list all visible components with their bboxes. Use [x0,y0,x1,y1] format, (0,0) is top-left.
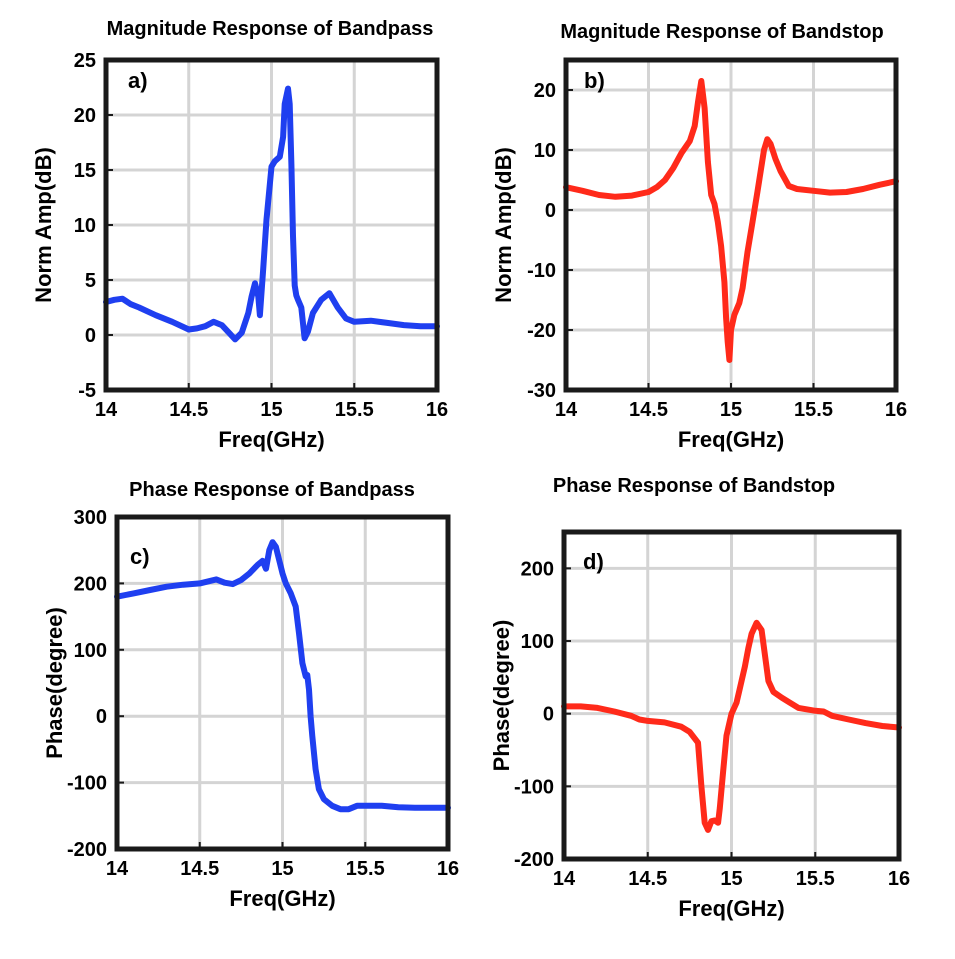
x-tick-label: 16 [437,858,459,880]
x-tick-label: 15 [720,399,742,421]
y-tick-label: 0 [96,706,107,728]
x-tick-label: 14 [553,868,576,890]
chart-title: Phase Response of Bandpass [129,479,415,501]
y-tick-label: 300 [74,507,107,529]
y-tick-label: -200 [514,849,554,871]
y-tick-label: -100 [67,773,107,795]
x-tick-label: 14 [106,858,129,880]
chart-panel-b: 14 14.5 15 15.5 16 -30 -20 -10 0 10 20 Freq(GHz) Nor… [491,21,907,452]
x-axis-label: Freq(GHz) [218,427,324,452]
x-tick-label: 16 [888,868,910,890]
x-tick-label: 16 [885,399,907,421]
y-tick-label: 0 [545,200,556,222]
y-tick-label: 100 [74,640,107,662]
y-tick-label: 10 [534,140,556,162]
panel-label: b) [584,68,605,93]
y-tick-label: 10 [74,215,96,237]
chart-title: Magnitude Response of Bandpass [107,18,434,40]
panel-label: c) [130,544,150,569]
chart-title: Phase Response of Bandstop [553,475,835,497]
x-tick-label: 15.5 [794,399,833,421]
x-tick-label: 15.5 [346,858,385,880]
y-tick-label: -10 [527,260,556,282]
y-tick-label: 5 [85,270,96,292]
x-tick-label: 15 [271,858,293,880]
x-tick-label: 14.5 [629,399,668,421]
x-tick-label: 14.5 [169,399,208,421]
x-axis-label: Freq(GHz) [678,427,784,452]
y-axis-label: Phase(degree) [489,620,514,772]
y-tick-label: 20 [74,105,96,127]
x-tick-label: 15 [720,868,742,890]
y-tick-label: -100 [514,776,554,798]
x-tick-label: 15.5 [335,399,374,421]
x-tick-label: 14.5 [628,868,667,890]
y-tick-label: 20 [534,80,556,102]
y-axis-label: Norm Amp(dB) [31,147,56,303]
x-tick-label: 14 [95,399,118,421]
x-tick-label: 14 [555,399,578,421]
panel-label: d) [583,549,604,574]
x-tick-label: 16 [426,399,448,421]
x-tick-label: 15 [260,399,282,421]
y-tick-label: -30 [527,380,556,402]
y-axis-label: Norm Amp(dB) [491,147,516,303]
y-tick-label: 15 [74,160,96,182]
y-tick-label: -20 [527,320,556,342]
y-tick-label: 200 [74,573,107,595]
chart-panel-d: 14 14.5 15 15.5 16 -200 -100 0 100 200 Freq(GHz) Ph… [489,475,910,921]
y-tick-label: 0 [85,325,96,347]
y-tick-label: 100 [521,631,554,653]
chart-panel-c: 14 14.5 15 15.5 16 -200 -100 0 100 200 300 Freq(GHz… [42,479,459,911]
x-tick-label: 15.5 [796,868,835,890]
y-tick-label: 200 [521,558,554,580]
y-axis-label: Phase(degree) [42,607,67,759]
y-tick-label: -200 [67,839,107,861]
x-axis-label: Freq(GHz) [229,886,335,911]
panel-label: a) [128,68,148,93]
chart-panel-a: 14 14.5 15 15.5 16 -5 0 5 10 15 20 25 Freq(GHz) Norm … [31,18,448,452]
chart-title: Magnitude Response of Bandstop [560,21,883,43]
y-tick-label: 25 [74,50,96,72]
y-tick-label: -5 [78,380,96,402]
x-tick-label: 14.5 [180,858,219,880]
x-axis-label: Freq(GHz) [678,896,784,921]
y-tick-label: 0 [543,704,554,726]
